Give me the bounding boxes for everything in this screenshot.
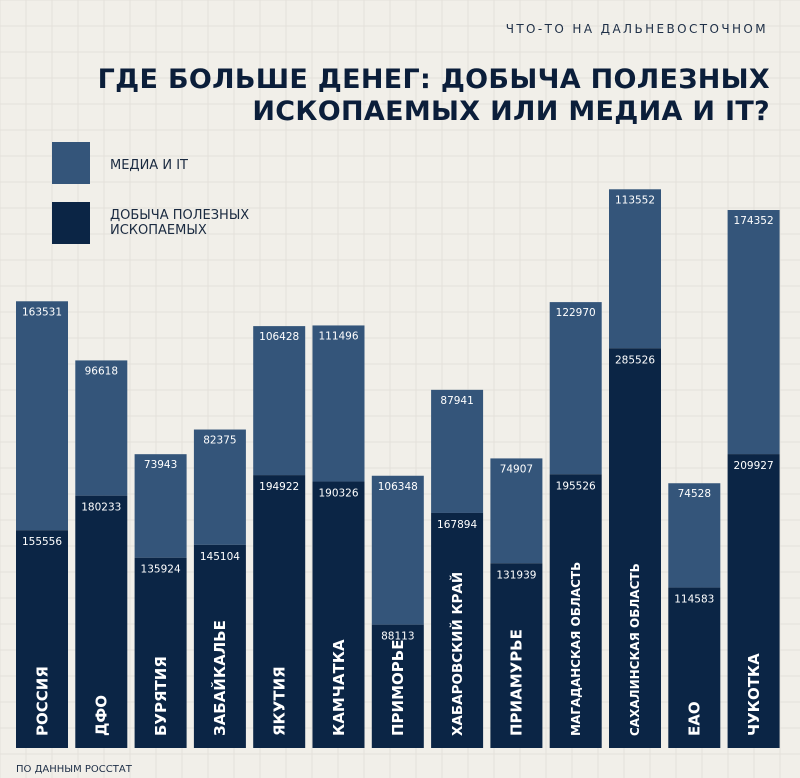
bar-media-it — [193, 429, 246, 545]
data-label-mining: 131939 — [496, 569, 536, 581]
bar-mining — [75, 495, 128, 748]
category-label: МАГАДАНСКАЯ ОБЛАСТЬ — [569, 562, 583, 736]
bar-mining — [727, 454, 780, 748]
data-label-media: 74907 — [500, 463, 533, 475]
category-label: ХАБАРОВСКИЙ КРАЙ — [449, 572, 466, 736]
bar-mining — [609, 348, 661, 748]
bar-mining — [490, 563, 543, 748]
bar-group-4: 106428 194922 ЯКУТИЯ — [253, 326, 306, 748]
bar-mining — [193, 544, 246, 748]
data-label-media: 174352 — [734, 215, 774, 227]
bar-group-2: 73943 135924 БУРЯТИЯ — [134, 454, 187, 748]
bar-group-10: 113552 285526 САХАЛИНСКАЯ ОБЛАСТЬ — [609, 189, 661, 748]
data-label-media: 73943 — [144, 459, 177, 471]
data-label-media: 87941 — [440, 395, 473, 407]
legend-swatch-media — [52, 142, 90, 184]
data-label-mining: 135924 — [141, 564, 181, 576]
bar-mining — [549, 474, 602, 748]
category-label: РОССИЯ — [33, 666, 51, 736]
data-label-media: 106428 — [259, 331, 299, 343]
chart-title: ГДЕ БОЛЬШЕ ДЕНЕГ: ДОБЫЧА ПОЛЕЗНЫХ ИСКОПА… — [97, 64, 770, 127]
data-label-mining: 145104 — [200, 551, 240, 563]
brand-label: ЧТО-ТО НА ДАЛЬНЕВОСТОЧНОМ — [505, 22, 768, 36]
category-label: ЯКУТИЯ — [270, 666, 288, 736]
category-label: ПРИМОРЬЕ — [389, 640, 407, 736]
bar-mining — [431, 512, 484, 748]
data-label-mining: 167894 — [437, 519, 477, 531]
data-label-media: 113552 — [615, 194, 655, 206]
bar-media-it — [253, 326, 306, 476]
data-label-mining: 285526 — [615, 354, 655, 366]
data-label-mining: 209927 — [734, 460, 774, 472]
legend-label-mining: ДОБЫЧА ПОЛЕЗНЫХ ИСКОПАЕМЫХ — [110, 208, 250, 238]
bar-group-11: 74528 114583 ЕАО — [668, 483, 721, 748]
bar-media-it — [134, 454, 187, 558]
data-label-mining: 155556 — [22, 536, 62, 548]
bar-media-it — [431, 389, 484, 513]
data-label-mining: 194922 — [259, 481, 299, 493]
category-label: ЧУКОТКА — [745, 653, 763, 736]
data-label-media: 122970 — [556, 307, 596, 319]
source-note: ПО ДАННЫМ РОССТАТ — [16, 764, 132, 775]
data-label-mining: 190326 — [318, 488, 358, 500]
bar-media-it — [549, 302, 602, 475]
data-label-media: 74528 — [678, 488, 711, 500]
bar-group-12: 174352 209927 ЧУКОТКА — [727, 210, 780, 748]
bar-mining — [16, 530, 68, 748]
bar-media-it — [371, 475, 424, 625]
data-label-mining: 195526 — [556, 480, 596, 492]
bar-group-3: 82375 145104 ЗАБАЙКАЛЬЕ — [193, 429, 246, 748]
data-label-media: 111496 — [318, 330, 358, 342]
category-label: ЗАБАЙКАЛЬЕ — [210, 620, 229, 736]
bar-media-it — [75, 360, 128, 496]
bar-group-7: 87941 167894 ХАБАРОВСКИЙ КРАЙ — [431, 389, 484, 748]
bar-group-9: 122970 195526 МАГАДАНСКАЯ ОБЛАСТЬ — [549, 302, 602, 748]
category-label: БУРЯТИЯ — [152, 656, 170, 736]
data-label-media: 82375 — [203, 435, 236, 447]
bar-group-5: 111496 190326 КАМЧАТКА — [312, 325, 365, 748]
data-label-media: 96618 — [85, 365, 118, 377]
bar-mining — [371, 624, 424, 748]
bar-media-it — [609, 189, 661, 349]
legend-label-media: МЕДИА И IT — [110, 158, 188, 173]
data-label-media: 106348 — [378, 481, 418, 493]
category-label: ЕАО — [686, 701, 704, 736]
bar-mining — [253, 475, 306, 748]
bar-mining — [134, 557, 187, 748]
bar-mining — [668, 587, 721, 748]
category-label: ДФО — [93, 695, 111, 736]
category-label: КАМЧАТКА — [330, 639, 348, 736]
legend-swatch-mining — [52, 202, 90, 244]
data-label-mining: 180233 — [81, 502, 121, 514]
bar-media-it — [490, 458, 543, 564]
data-label-mining: 88113 — [381, 631, 414, 643]
data-label-mining: 114583 — [674, 594, 714, 606]
bar-group-1: 96618 180233 ДФО — [75, 360, 128, 748]
bar-media-it — [727, 210, 780, 455]
data-label-media: 163531 — [22, 306, 62, 318]
category-label: САХАЛИНСКАЯ ОБЛАСТЬ — [628, 563, 642, 736]
bar-group-8: 74907 131939 ПРИАМУРЬЕ — [490, 458, 543, 748]
bar-media-it — [668, 483, 721, 588]
category-label: ПРИАМУРЬЕ — [508, 629, 526, 736]
bar-mining — [312, 481, 365, 748]
bar-group-0: 163531 155556 РОССИЯ — [16, 301, 68, 748]
bar-media-it — [16, 301, 68, 531]
bar-media-it — [312, 325, 365, 482]
